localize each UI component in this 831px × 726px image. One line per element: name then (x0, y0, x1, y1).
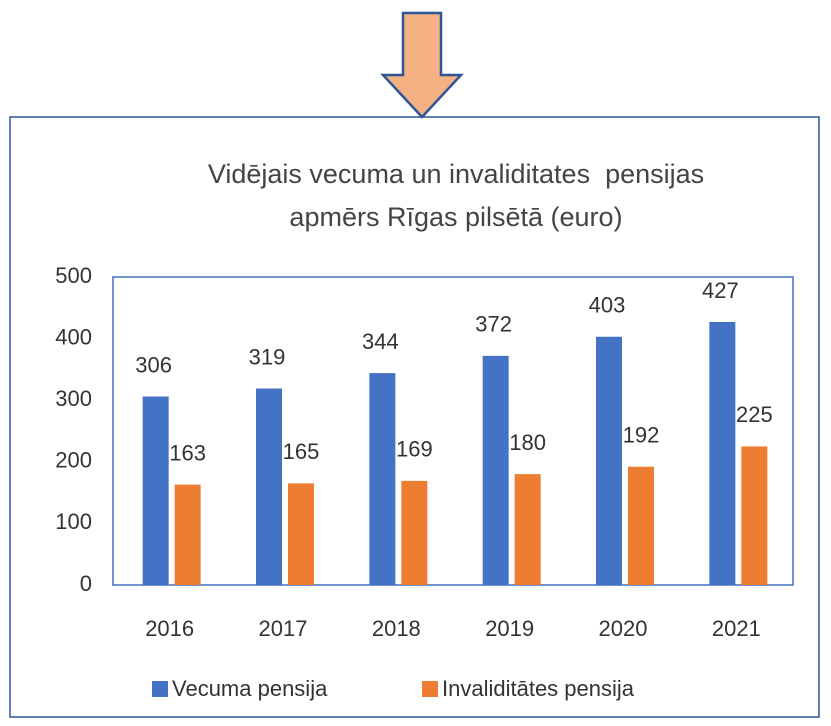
arrow (380, 11, 464, 119)
data-label: 192 (623, 423, 660, 448)
bar (482, 355, 509, 585)
legend-swatch (152, 681, 168, 697)
data-label: 169 (396, 437, 433, 462)
bar (288, 483, 314, 585)
data-label: 225 (736, 402, 773, 427)
data-label: 403 (589, 293, 626, 318)
data-label: 372 (475, 312, 512, 337)
data-label: 180 (509, 430, 546, 455)
y-tick-label: 300 (55, 386, 92, 411)
bar (596, 336, 622, 585)
data-label: 165 (283, 439, 320, 464)
bar (514, 474, 541, 585)
legend-label: Invaliditātes pensija (442, 676, 635, 701)
legend-label: Vecuma pensija (172, 676, 328, 701)
plot-area (112, 276, 794, 586)
y-tick-label: 0 (80, 571, 92, 596)
x-tick-label: 2016 (145, 616, 194, 641)
bar (401, 480, 428, 585)
bar (142, 396, 169, 585)
y-tick-label: 200 (55, 448, 92, 473)
bar (628, 466, 654, 585)
bar (174, 484, 201, 585)
y-tick-label: 100 (55, 509, 92, 534)
data-label: 427 (702, 278, 739, 303)
x-tick-label: 2021 (712, 616, 761, 641)
data-label: 163 (169, 440, 206, 465)
x-tick-label: 2019 (485, 616, 534, 641)
bar (741, 446, 768, 585)
bar (709, 321, 736, 585)
data-label: 306 (135, 352, 172, 377)
x-tick-label: 2017 (259, 616, 308, 641)
y-tick-label: 400 (55, 324, 92, 349)
x-tick-label: 2020 (599, 616, 648, 641)
chart-title: Vidējais vecuma un invaliditates pensija… (208, 159, 704, 189)
legend-swatch (422, 681, 438, 697)
data-label: 344 (362, 329, 399, 354)
bar (256, 388, 282, 585)
x-tick-label: 2018 (372, 616, 421, 641)
chart-title: apmērs Rīgas pilsētā (euro) (289, 202, 622, 232)
data-label: 319 (249, 344, 286, 369)
y-tick-label: 500 (55, 263, 92, 288)
bar (369, 373, 396, 585)
